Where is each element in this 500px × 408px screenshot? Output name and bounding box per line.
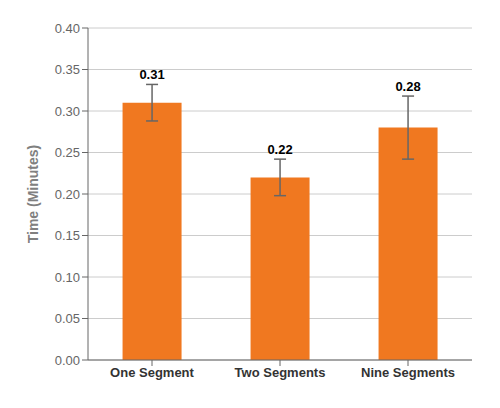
svg-text:0.00: 0.00 <box>55 353 80 368</box>
svg-text:0.30: 0.30 <box>55 104 80 119</box>
svg-text:0.25: 0.25 <box>55 145 80 160</box>
svg-text:Time (Minutes): Time (Minutes) <box>25 145 41 244</box>
svg-text:Two Segments: Two Segments <box>235 365 326 380</box>
svg-text:0.31: 0.31 <box>139 67 164 82</box>
svg-text:One Segment: One Segment <box>110 365 194 380</box>
svg-text:0.40: 0.40 <box>55 21 80 36</box>
svg-text:0.15: 0.15 <box>55 228 80 243</box>
svg-text:0.10: 0.10 <box>55 270 80 285</box>
svg-text:0.28: 0.28 <box>395 79 420 94</box>
svg-text:0.22: 0.22 <box>267 142 292 157</box>
svg-text:Nine Segments: Nine Segments <box>361 365 455 380</box>
svg-text:0.35: 0.35 <box>55 62 80 77</box>
svg-text:0.05: 0.05 <box>55 311 80 326</box>
svg-text:0.20: 0.20 <box>55 187 80 202</box>
